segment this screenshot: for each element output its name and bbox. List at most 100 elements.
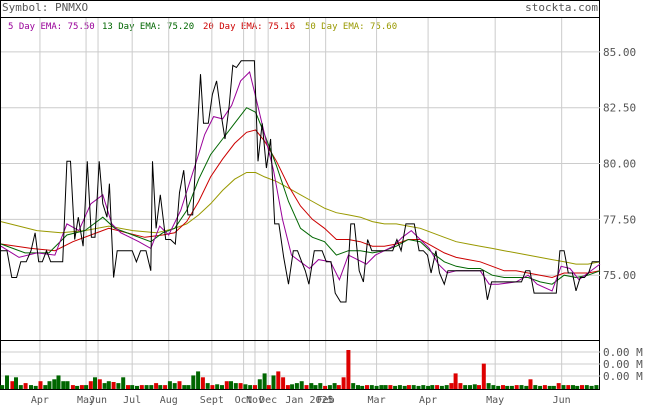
volume-bar: [210, 385, 215, 389]
volume-bar: [285, 385, 290, 389]
volume-bar: [294, 383, 299, 389]
volume-bar: [0, 385, 5, 389]
volume-bar: [224, 381, 229, 389]
volume-bar: [496, 385, 501, 389]
volume-bar: [416, 385, 421, 389]
volume-bar: [584, 385, 589, 389]
series-line-13-day-ema: [0, 107, 601, 285]
volume-bar: [84, 385, 89, 389]
volume-bar: [56, 375, 61, 389]
volume-bar: [406, 385, 411, 389]
volume-bar: [200, 377, 205, 389]
volume-bar: [351, 383, 356, 389]
volume-bar: [365, 385, 369, 389]
volume-bar: [514, 385, 519, 389]
symbol-label: Symbol: PNMXO: [2, 1, 88, 14]
volume-bar: [139, 385, 144, 389]
volume-bar: [551, 385, 556, 389]
volume-bar: [186, 385, 191, 389]
volume-bar: [575, 385, 580, 389]
volume-bar: [158, 385, 163, 389]
volume-bar: [379, 385, 384, 389]
volume-bar: [5, 375, 9, 389]
volume-bar: [477, 385, 481, 389]
volume-bar: [309, 383, 314, 389]
volume-bar: [23, 383, 28, 389]
month-label: Sept: [200, 395, 224, 406]
volume-bar: [393, 385, 398, 389]
volume-bar: [61, 381, 66, 389]
volume-bar: [426, 385, 431, 389]
month-label: Dec: [259, 395, 277, 406]
month-label: Jul: [123, 395, 141, 406]
price-tick-label: 82.50: [603, 102, 636, 115]
volume-bar: [505, 385, 510, 389]
price-tick-label: 80.00: [603, 158, 636, 171]
volume-bar: [93, 377, 97, 389]
volume-bar: [449, 383, 454, 389]
volume-gridlines: [1, 341, 600, 389]
volume-bar: [167, 381, 172, 389]
volume-bar: [290, 384, 295, 389]
volume-bar: [88, 381, 93, 389]
volume-bar: [356, 385, 360, 389]
volume-bar: [444, 385, 449, 389]
volume-bar: [52, 379, 57, 390]
volume-bar: [336, 385, 341, 389]
volume-bar: [491, 385, 496, 389]
month-label: Apr: [31, 395, 49, 406]
volume-bar: [130, 385, 135, 389]
price-and-ema-lines: [0, 60, 601, 303]
price-tick-label: 77.50: [603, 213, 636, 226]
volume-bar: [332, 383, 337, 389]
volume-bar: [411, 385, 416, 389]
series-line-50-day-ema: [0, 172, 601, 265]
volume-bar: [528, 379, 533, 390]
volume-bar: [538, 385, 543, 389]
volume-bar: [472, 384, 477, 389]
volume-bar: [571, 385, 575, 389]
volume-bar: [116, 383, 121, 389]
volume-bar: [556, 383, 561, 389]
volume-bar: [253, 385, 257, 389]
volume-bar: [18, 385, 23, 389]
legend-ema5: 5 Day EMA: 75.50: [8, 22, 95, 32]
volume-bar: [177, 381, 182, 389]
month-label: Nov: [246, 395, 264, 406]
volume-bar: [276, 371, 281, 389]
volume-bar: [154, 383, 159, 389]
volume-bar: [589, 385, 594, 389]
series-line-20-day-ema: [0, 129, 601, 279]
volume-bar: [97, 379, 102, 390]
volume-bar: [566, 385, 571, 389]
volume-axis-labels: 0.00 M0.00 M0.00 M: [603, 346, 643, 383]
volume-bar: [594, 385, 599, 389]
month-label: Jun: [89, 395, 107, 406]
volume-bar: [299, 381, 304, 389]
volume-bar: [65, 381, 70, 389]
site-label: stockta.com: [525, 1, 598, 14]
volume-bar: [481, 363, 486, 389]
month-label: Aug: [160, 395, 178, 406]
volume-bar: [397, 385, 402, 389]
volume-bar: [323, 385, 328, 389]
volume-bar: [266, 385, 271, 389]
volume-bar: [453, 373, 458, 389]
volume-bar: [402, 385, 407, 389]
volume-bar: [243, 384, 248, 389]
volume-bar: [29, 385, 33, 389]
volume-bar: [561, 385, 566, 389]
volume-bar: [14, 377, 18, 389]
volume-bar: [121, 377, 126, 389]
volume-bar: [360, 385, 365, 389]
volume-bar: [111, 382, 116, 389]
volume-bar: [220, 385, 224, 389]
volume-bar: [126, 385, 130, 389]
volume-bar: [468, 385, 472, 389]
volume-bar: [75, 385, 80, 389]
volume-bar: [191, 375, 196, 389]
volume-bar: [102, 383, 107, 389]
volume-tick-label: 0.00 M: [603, 358, 643, 371]
volume-bars: [0, 350, 599, 390]
